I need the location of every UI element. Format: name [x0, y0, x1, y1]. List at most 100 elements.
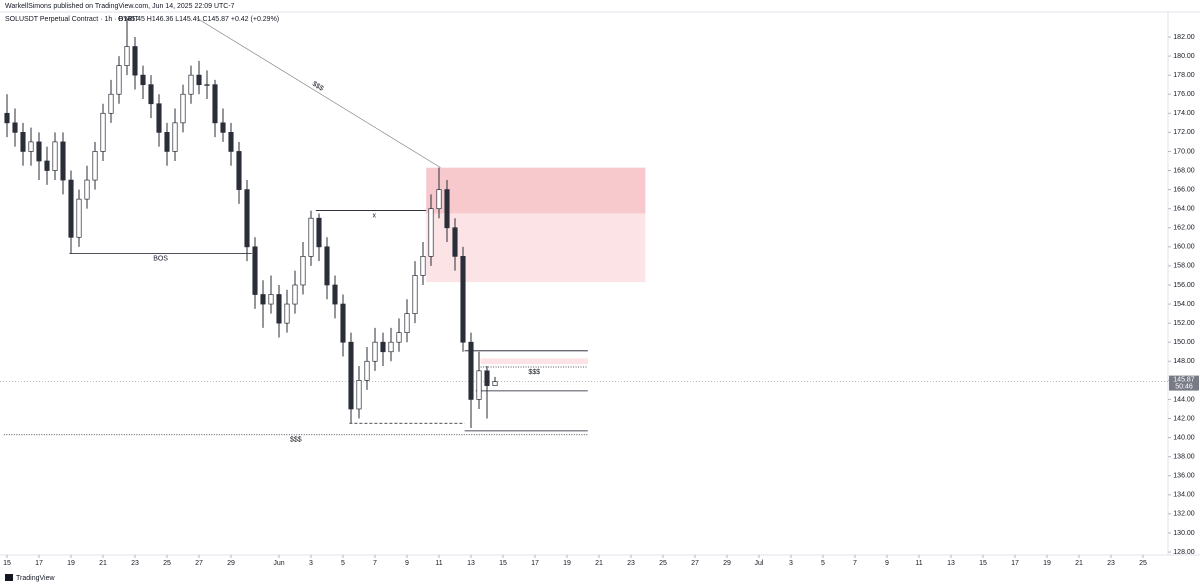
- x-tick-label: 23: [131, 560, 139, 567]
- y-tick-label: 142.00: [1173, 415, 1195, 422]
- x-tick-label: 21: [595, 560, 603, 567]
- candle-body: [36, 141, 42, 162]
- x-tick-label: 25: [1139, 560, 1147, 567]
- y-tick-label: 138.00: [1173, 454, 1195, 461]
- brand: TradingView: [5, 574, 55, 582]
- candle-body: [316, 217, 322, 248]
- x-tick-label: 17: [531, 560, 539, 567]
- drawing-label: BOS: [153, 255, 168, 262]
- y-tick-label: 144.00: [1173, 396, 1195, 403]
- candle-body: [380, 341, 386, 353]
- last-price-label: 145.87: [1173, 376, 1195, 383]
- candle-body: [60, 141, 66, 181]
- candle-body: [28, 141, 34, 152]
- y-tick-label: 130.00: [1173, 530, 1195, 537]
- y-tick-label: 168.00: [1173, 167, 1195, 174]
- candle-body: [332, 284, 338, 305]
- y-tick-label: 150.00: [1173, 339, 1195, 346]
- y-tick-label: 132.00: [1173, 511, 1195, 518]
- candle-body: [12, 122, 18, 133]
- x-tick-label: 5: [341, 560, 345, 567]
- x-tick-label: 15: [499, 560, 507, 567]
- y-tick-label: 178.00: [1173, 72, 1195, 79]
- y-tick-label: 154.00: [1173, 301, 1195, 308]
- x-tick-label: 17: [35, 560, 43, 567]
- x-tick-label: 13: [467, 560, 475, 567]
- candle-body: [404, 313, 410, 334]
- brand-name: TradingView: [16, 575, 55, 582]
- candle-body: [100, 112, 106, 152]
- candle-body: [452, 227, 458, 257]
- candle-body: [44, 160, 50, 171]
- zone: [426, 213, 646, 283]
- y-tick-label: 160.00: [1173, 244, 1195, 251]
- candle-body: [84, 179, 90, 200]
- x-tick-label: 27: [691, 560, 699, 567]
- x-tick-label: 9: [405, 560, 409, 567]
- candle-body: [396, 332, 402, 343]
- candle-body: [124, 46, 130, 66]
- y-tick-label: 128.00: [1173, 549, 1195, 556]
- x-tick-label: 15: [979, 560, 987, 567]
- x-tick-label: 19: [1043, 560, 1051, 567]
- x-tick-label: 15: [3, 560, 11, 567]
- candle-body: [324, 246, 330, 286]
- x-tick-label: 3: [309, 560, 313, 567]
- x-tick-label: 17: [1011, 560, 1019, 567]
- x-tick-label: 13: [947, 560, 955, 567]
- zone: [426, 167, 646, 214]
- candle-body: [220, 122, 226, 133]
- candle-body: [4, 112, 10, 124]
- candle-body: [236, 151, 242, 190]
- candles: [4, 17, 498, 429]
- candle-body: [372, 341, 378, 362]
- x-tick-label: Jul: [755, 560, 764, 567]
- trendline: [194, 16, 441, 168]
- last-price-tag: [1169, 375, 1199, 391]
- y-tick-label: 174.00: [1173, 110, 1195, 117]
- candle-body: [284, 303, 290, 324]
- candle-body: [244, 189, 250, 248]
- candle-body: [260, 294, 266, 305]
- y-tick-label: 140.00: [1173, 434, 1195, 441]
- candle-body: [484, 370, 490, 386]
- x-tick-label: 11: [915, 560, 922, 567]
- x-tick-label: 9: [885, 560, 889, 567]
- candle-body: [388, 341, 394, 353]
- candle-body: [276, 294, 282, 324]
- candle-body: [460, 256, 466, 343]
- x-tick-label: 7: [853, 560, 857, 567]
- candle-body: [116, 65, 122, 95]
- candle-body: [492, 381, 498, 386]
- candle-body: [340, 303, 346, 343]
- candle-body: [196, 74, 202, 86]
- zone: [480, 358, 588, 365]
- y-tick-label: 172.00: [1173, 129, 1195, 136]
- x-tick-label: 27: [195, 560, 203, 567]
- x-tick-label: 5: [821, 560, 825, 567]
- x-tick-label: 3: [789, 560, 793, 567]
- candle-body: [420, 256, 426, 276]
- candle-body: [364, 360, 370, 381]
- candle-body: [292, 284, 298, 305]
- candle-body: [20, 132, 26, 152]
- candle-body: [428, 208, 434, 257]
- drawing-label: $$$: [290, 437, 302, 444]
- candle-body: [308, 217, 314, 257]
- candle-body: [52, 141, 58, 171]
- y-tick-label: 134.00: [1173, 492, 1195, 499]
- candle-body: [204, 84, 210, 86]
- y-tick-label: 166.00: [1173, 186, 1195, 193]
- publisher: WarkellSimons published on TradingView.c…: [5, 3, 235, 10]
- brand-logo: [5, 574, 13, 581]
- x-tick-label: 25: [163, 560, 171, 567]
- y-tick-label: 182.00: [1173, 34, 1195, 41]
- x-tick-label: 7: [373, 560, 377, 567]
- candle-body: [228, 132, 234, 152]
- candle-body: [356, 380, 362, 410]
- x-tick-label: 21: [1075, 560, 1083, 567]
- x-tick-label: 29: [227, 560, 235, 567]
- x-tick-label: 11: [435, 560, 442, 567]
- candle-body: [436, 189, 442, 210]
